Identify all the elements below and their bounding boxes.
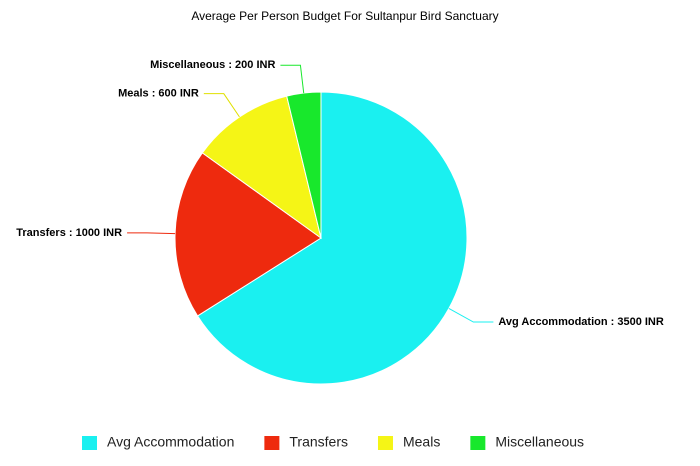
data-label: Meals : 600 INR (118, 88, 199, 100)
data-label: Avg Accommodation : 3500 INR (498, 316, 663, 328)
leader-line (448, 308, 494, 323)
leader-line (280, 64, 305, 94)
leader-line (203, 93, 240, 118)
pie-slice (201, 95, 322, 240)
pie-slice (196, 91, 468, 385)
legend-label: Avg Accommodation (107, 434, 234, 450)
legend-label: Transfers (289, 434, 348, 450)
pie-slice (174, 152, 322, 317)
data-label: Transfers : 1000 INR (16, 227, 122, 239)
legend-label: Miscellaneous (495, 434, 584, 450)
legend-swatch (264, 436, 280, 450)
leader-line (127, 232, 176, 235)
legend-swatch (470, 436, 486, 450)
chart-title: Average Per Person Budget For Sultanpur … (191, 9, 498, 23)
pie-slice (286, 91, 322, 239)
data-label: Miscellaneous : 200 INR (150, 59, 275, 71)
legend-swatch (82, 436, 97, 450)
legend-swatch (377, 436, 393, 450)
legend-label: Meals (403, 434, 440, 450)
